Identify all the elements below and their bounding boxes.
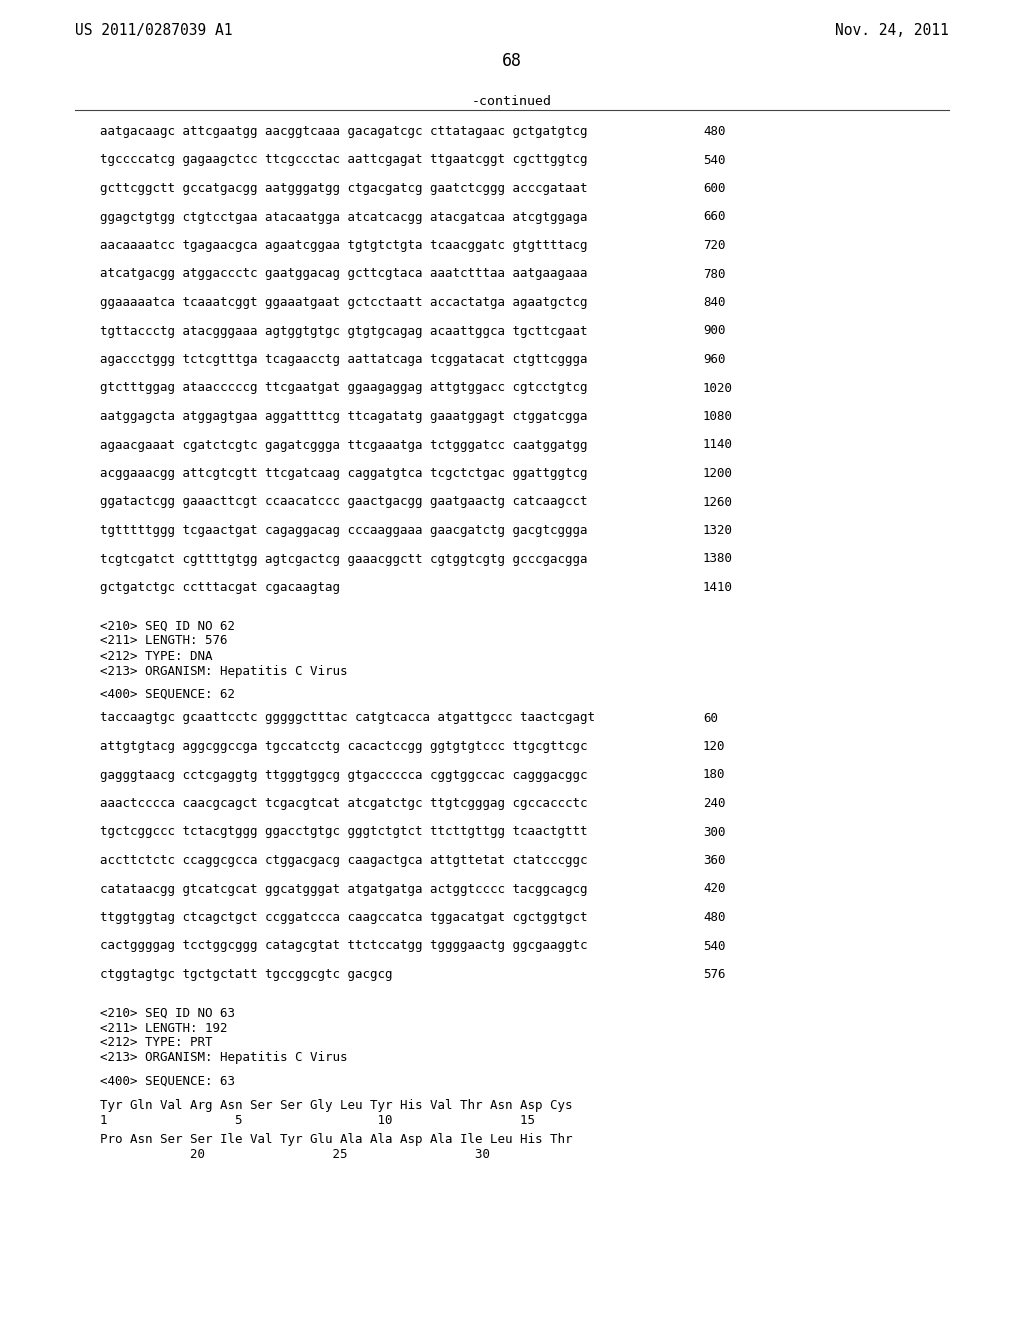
Text: 1410: 1410 bbox=[703, 581, 733, 594]
Text: <211> LENGTH: 576: <211> LENGTH: 576 bbox=[100, 635, 227, 648]
Text: 300: 300 bbox=[703, 825, 725, 838]
Text: 240: 240 bbox=[703, 797, 725, 810]
Text: 420: 420 bbox=[703, 883, 725, 895]
Text: 1260: 1260 bbox=[703, 495, 733, 508]
Text: US 2011/0287039 A1: US 2011/0287039 A1 bbox=[75, 22, 232, 38]
Text: gtctttggag ataacccccg ttcgaatgat ggaagaggag attgtggacc cgtcctgtcg: gtctttggag ataacccccg ttcgaatgat ggaagag… bbox=[100, 381, 588, 395]
Text: <211> LENGTH: 192: <211> LENGTH: 192 bbox=[100, 1022, 227, 1035]
Text: ttggtggtag ctcagctgct ccggatccca caagccatca tggacatgat cgctggtgct: ttggtggtag ctcagctgct ccggatccca caagcca… bbox=[100, 911, 588, 924]
Text: 960: 960 bbox=[703, 352, 725, 366]
Text: accttctctc ccaggcgcca ctggacgacg caagactgca attgttetat ctatcccggc: accttctctc ccaggcgcca ctggacgacg caagact… bbox=[100, 854, 588, 867]
Text: Pro Asn Ser Ser Ile Val Tyr Glu Ala Ala Asp Ala Ile Leu His Thr: Pro Asn Ser Ser Ile Val Tyr Glu Ala Ala … bbox=[100, 1134, 572, 1147]
Text: 480: 480 bbox=[703, 911, 725, 924]
Text: 1320: 1320 bbox=[703, 524, 733, 537]
Text: 60: 60 bbox=[703, 711, 718, 725]
Text: <213> ORGANISM: Hepatitis C Virus: <213> ORGANISM: Hepatitis C Virus bbox=[100, 1052, 347, 1064]
Text: atcatgacgg atggaccctc gaatggacag gcttcgtaca aaatctttaa aatgaagaaa: atcatgacgg atggaccctc gaatggacag gcttcgt… bbox=[100, 268, 588, 281]
Text: Tyr Gln Val Arg Asn Ser Ser Gly Leu Tyr His Val Thr Asn Asp Cys: Tyr Gln Val Arg Asn Ser Ser Gly Leu Tyr … bbox=[100, 1098, 572, 1111]
Text: Nov. 24, 2011: Nov. 24, 2011 bbox=[836, 22, 949, 38]
Text: aatgacaagc attcgaatgg aacggtcaaa gacagatcgc cttatagaac gctgatgtcg: aatgacaagc attcgaatgg aacggtcaaa gacagat… bbox=[100, 125, 588, 139]
Text: 1080: 1080 bbox=[703, 411, 733, 422]
Text: ggaaaaatca tcaaatcggt ggaaatgaat gctcctaatt accactatga agaatgctcg: ggaaaaatca tcaaatcggt ggaaatgaat gctccta… bbox=[100, 296, 588, 309]
Text: 576: 576 bbox=[703, 968, 725, 981]
Text: tgttaccctg atacgggaaa agtggtgtgc gtgtgcagag acaattggca tgcttcgaat: tgttaccctg atacgggaaa agtggtgtgc gtgtgca… bbox=[100, 325, 588, 338]
Text: 20                 25                 30: 20 25 30 bbox=[100, 1148, 490, 1162]
Text: ggagctgtgg ctgtcctgaa atacaatgga atcatcacgg atacgatcaa atcgtggaga: ggagctgtgg ctgtcctgaa atacaatgga atcatca… bbox=[100, 210, 588, 223]
Text: aaactcccca caacgcagct tcgacgtcat atcgatctgc ttgtcgggag cgccaccctc: aaactcccca caacgcagct tcgacgtcat atcgatc… bbox=[100, 797, 588, 810]
Text: agaccctggg tctcgtttga tcagaacctg aattatcaga tcggatacat ctgttcggga: agaccctggg tctcgtttga tcagaacctg aattatc… bbox=[100, 352, 588, 366]
Text: 600: 600 bbox=[703, 182, 725, 195]
Text: <212> TYPE: DNA: <212> TYPE: DNA bbox=[100, 649, 213, 663]
Text: 1                 5                  10                 15: 1 5 10 15 bbox=[100, 1114, 535, 1126]
Text: tgtttttggg tcgaactgat cagaggacag cccaaggaaa gaacgatctg gacgtcggga: tgtttttggg tcgaactgat cagaggacag cccaagg… bbox=[100, 524, 588, 537]
Text: acggaaacgg attcgtcgtt ttcgatcaag caggatgtca tcgctctgac ggattggtcg: acggaaacgg attcgtcgtt ttcgatcaag caggatg… bbox=[100, 467, 588, 480]
Text: <213> ORGANISM: Hepatitis C Virus: <213> ORGANISM: Hepatitis C Virus bbox=[100, 664, 347, 677]
Text: 540: 540 bbox=[703, 153, 725, 166]
Text: ctggtagtgc tgctgctatt tgccggcgtc gacgcg: ctggtagtgc tgctgctatt tgccggcgtc gacgcg bbox=[100, 968, 392, 981]
Text: tgctcggccc tctacgtggg ggacctgtgc gggtctgtct ttcttgttgg tcaactgttt: tgctcggccc tctacgtggg ggacctgtgc gggtctg… bbox=[100, 825, 588, 838]
Text: gcttcggctt gccatgacgg aatgggatgg ctgacgatcg gaatctcggg acccgataat: gcttcggctt gccatgacgg aatgggatgg ctgacga… bbox=[100, 182, 588, 195]
Text: <210> SEQ ID NO 62: <210> SEQ ID NO 62 bbox=[100, 619, 234, 632]
Text: 720: 720 bbox=[703, 239, 725, 252]
Text: aatggagcta atggagtgaa aggattttcg ttcagatatg gaaatggagt ctggatcgga: aatggagcta atggagtgaa aggattttcg ttcagat… bbox=[100, 411, 588, 422]
Text: 1140: 1140 bbox=[703, 438, 733, 451]
Text: 1200: 1200 bbox=[703, 467, 733, 480]
Text: agaacgaaat cgatctcgtc gagatcggga ttcgaaatga tctgggatcc caatggatgg: agaacgaaat cgatctcgtc gagatcggga ttcgaaa… bbox=[100, 438, 588, 451]
Text: 900: 900 bbox=[703, 325, 725, 338]
Text: 480: 480 bbox=[703, 125, 725, 139]
Text: attgtgtacg aggcggccga tgccatcctg cacactccgg ggtgtgtccc ttgcgttcgc: attgtgtacg aggcggccga tgccatcctg cacactc… bbox=[100, 741, 588, 752]
Text: gctgatctgc cctttacgat cgacaagtag: gctgatctgc cctttacgat cgacaagtag bbox=[100, 581, 340, 594]
Text: 120: 120 bbox=[703, 741, 725, 752]
Text: 540: 540 bbox=[703, 940, 725, 953]
Text: <400> SEQUENCE: 62: <400> SEQUENCE: 62 bbox=[100, 688, 234, 701]
Text: 1380: 1380 bbox=[703, 553, 733, 565]
Text: -continued: -continued bbox=[472, 95, 552, 108]
Text: tcgtcgatct cgttttgtgg agtcgactcg gaaacggctt cgtggtcgtg gcccgacgga: tcgtcgatct cgttttgtgg agtcgactcg gaaacgg… bbox=[100, 553, 588, 565]
Text: tgccccatcg gagaagctcc ttcgccctac aattcgagat ttgaatcggt cgcttggtcg: tgccccatcg gagaagctcc ttcgccctac aattcga… bbox=[100, 153, 588, 166]
Text: <210> SEQ ID NO 63: <210> SEQ ID NO 63 bbox=[100, 1006, 234, 1019]
Text: taccaagtgc gcaattcctc gggggctttac catgtcacca atgattgccc taactcgagt: taccaagtgc gcaattcctc gggggctttac catgtc… bbox=[100, 711, 595, 725]
Text: 1020: 1020 bbox=[703, 381, 733, 395]
Text: 840: 840 bbox=[703, 296, 725, 309]
Text: aacaaaatcc tgagaacgca agaatcggaa tgtgtctgta tcaacggatc gtgttttacg: aacaaaatcc tgagaacgca agaatcggaa tgtgtct… bbox=[100, 239, 588, 252]
Text: 68: 68 bbox=[502, 51, 522, 70]
Text: 780: 780 bbox=[703, 268, 725, 281]
Text: <400> SEQUENCE: 63: <400> SEQUENCE: 63 bbox=[100, 1074, 234, 1088]
Text: cactggggag tcctggcggg catagcgtat ttctccatgg tggggaactg ggcgaaggtc: cactggggag tcctggcggg catagcgtat ttctcca… bbox=[100, 940, 588, 953]
Text: <212> TYPE: PRT: <212> TYPE: PRT bbox=[100, 1036, 213, 1049]
Text: catataacgg gtcatcgcat ggcatgggat atgatgatga actggtcccc tacggcagcg: catataacgg gtcatcgcat ggcatgggat atgatga… bbox=[100, 883, 588, 895]
Text: 660: 660 bbox=[703, 210, 725, 223]
Text: gagggtaacg cctcgaggtg ttgggtggcg gtgaccccca cggtggccac cagggacggc: gagggtaacg cctcgaggtg ttgggtggcg gtgaccc… bbox=[100, 768, 588, 781]
Text: 180: 180 bbox=[703, 768, 725, 781]
Text: ggatactcgg gaaacttcgt ccaacatccc gaactgacgg gaatgaactg catcaagcct: ggatactcgg gaaacttcgt ccaacatccc gaactga… bbox=[100, 495, 588, 508]
Text: 360: 360 bbox=[703, 854, 725, 867]
